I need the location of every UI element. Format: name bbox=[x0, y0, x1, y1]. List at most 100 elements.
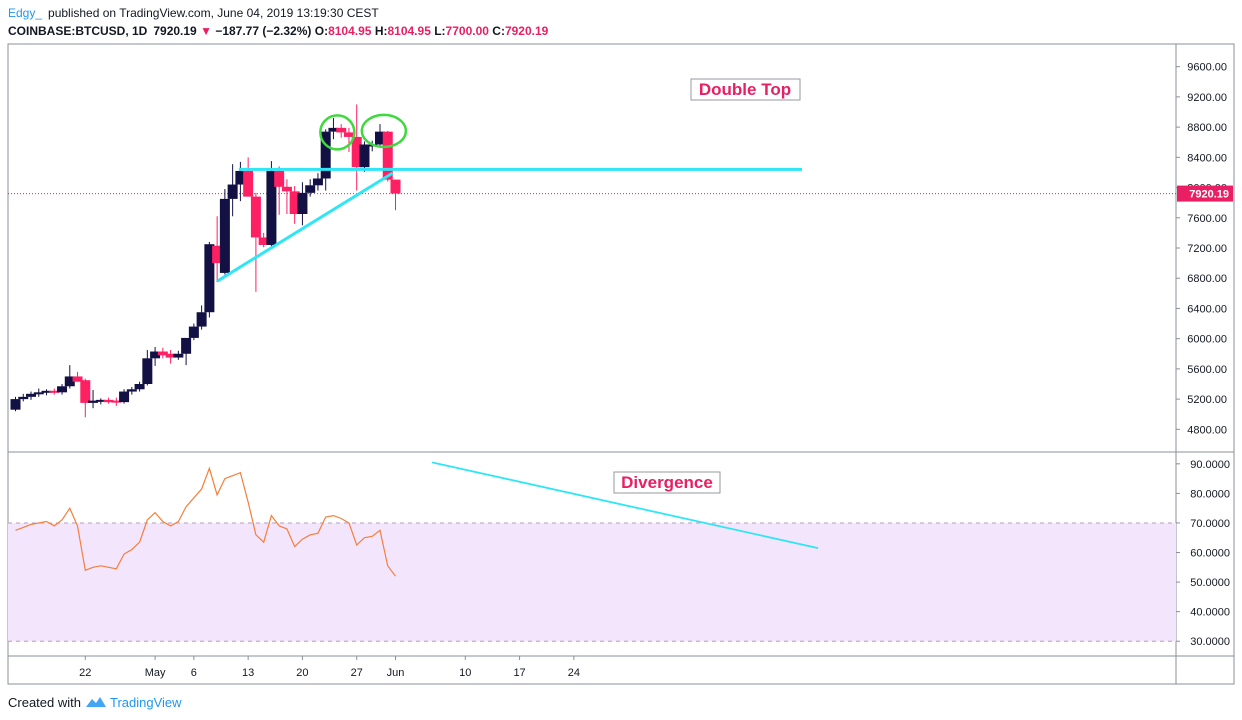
candle-body bbox=[305, 185, 316, 193]
price-tick-label: 9200.00 bbox=[1187, 92, 1227, 104]
candle bbox=[281, 179, 292, 214]
candle bbox=[305, 179, 316, 197]
candle bbox=[72, 371, 83, 382]
candle bbox=[173, 350, 184, 360]
candle bbox=[188, 323, 199, 341]
price-tick-label: 8400.00 bbox=[1187, 152, 1227, 164]
price-tick-label: 5600.00 bbox=[1187, 364, 1227, 376]
rsi-series bbox=[15, 466, 396, 577]
candle-body bbox=[227, 184, 238, 199]
candle bbox=[103, 397, 114, 404]
candle-body bbox=[382, 131, 393, 180]
candle-body bbox=[297, 192, 308, 214]
time-axis[interactable]: 22 May 6 13 20 27 Jun 10 17 24 bbox=[79, 656, 580, 679]
divergence-box bbox=[613, 471, 721, 494]
candle bbox=[157, 347, 168, 359]
candle bbox=[134, 381, 145, 392]
candle bbox=[204, 241, 215, 318]
price-tick-label: 6400.00 bbox=[1187, 303, 1227, 315]
candle bbox=[212, 216, 223, 282]
candle-body bbox=[374, 131, 385, 145]
candle bbox=[165, 350, 176, 364]
candle-body bbox=[289, 191, 300, 214]
rsi-tick-label: 40.0000 bbox=[1190, 607, 1230, 619]
candle-body bbox=[336, 127, 347, 133]
candle bbox=[374, 124, 385, 147]
candle-body bbox=[328, 127, 339, 132]
candle bbox=[88, 390, 99, 409]
candle bbox=[320, 129, 331, 191]
double-top-label: Double Top bbox=[699, 80, 791, 99]
low-label: L: bbox=[434, 24, 446, 38]
candle bbox=[297, 182, 308, 226]
second-top-circle bbox=[360, 113, 408, 149]
candle bbox=[41, 389, 52, 396]
candle-body bbox=[181, 337, 192, 354]
candle-body bbox=[33, 392, 44, 395]
last-price-value: 7920.19 bbox=[153, 24, 197, 38]
candle bbox=[266, 161, 277, 247]
candle bbox=[80, 378, 91, 418]
tradingview-brand[interactable]: TradingView bbox=[110, 695, 182, 710]
price-tick-label: 5200.00 bbox=[1187, 394, 1227, 406]
symbol-label: COINBASE:BTCUSD, 1D bbox=[8, 24, 148, 38]
publish-line: Edgy_ published on TradingView.com, June … bbox=[8, 4, 1228, 22]
candle-body bbox=[134, 384, 145, 390]
candle-body bbox=[165, 353, 176, 358]
candle-body bbox=[49, 390, 60, 393]
candle-body bbox=[266, 170, 277, 245]
last-price-badge bbox=[1177, 185, 1233, 202]
rsi-axis[interactable]: 90.0000 80.0000 70.0000 60.0000 50.0000 40.00… bbox=[1176, 459, 1230, 648]
candle-body bbox=[64, 376, 75, 387]
rsi-line bbox=[15, 466, 396, 577]
candle bbox=[343, 127, 354, 153]
candle bbox=[382, 130, 393, 182]
author-link[interactable]: Edgy_ bbox=[8, 6, 43, 20]
candle-body bbox=[281, 186, 292, 192]
candle-body bbox=[72, 376, 83, 382]
high-label: H: bbox=[374, 24, 388, 38]
rsi-band bbox=[8, 522, 1176, 642]
close-value: 7920.19 bbox=[504, 24, 549, 38]
candle-body bbox=[88, 400, 99, 403]
candle bbox=[289, 186, 300, 224]
chart-header: Edgy_ published on TradingView.com, June … bbox=[8, 4, 1228, 40]
high-value: 8104.95 bbox=[387, 24, 431, 38]
candle-body bbox=[10, 399, 21, 410]
candle-body bbox=[18, 396, 29, 400]
candle bbox=[351, 104, 362, 191]
candle-body bbox=[212, 245, 223, 264]
candle bbox=[359, 141, 370, 172]
candle-body bbox=[274, 170, 285, 187]
time-tick-label: 10 bbox=[459, 667, 471, 679]
close-label: C: bbox=[492, 24, 505, 38]
rsi-tick-label: 80.0000 bbox=[1190, 488, 1230, 500]
candle-body bbox=[157, 351, 168, 356]
candle-body bbox=[351, 136, 362, 168]
candle-body bbox=[390, 179, 401, 194]
double-top-annotation: Double Top bbox=[690, 78, 801, 101]
candle-body bbox=[219, 198, 230, 273]
price-axis[interactable]: 9600.009200.008800.008400.008000.007600.… bbox=[8, 62, 1233, 437]
candle bbox=[312, 173, 323, 191]
candle bbox=[119, 389, 130, 404]
rsi-divergence-line bbox=[431, 461, 819, 549]
candle bbox=[196, 305, 207, 330]
candle bbox=[49, 388, 60, 395]
down-arrow-icon: ▼ bbox=[200, 24, 212, 38]
time-tick-label: 17 bbox=[513, 667, 525, 679]
candle bbox=[243, 157, 254, 197]
rsi-band-fill bbox=[8, 522, 1176, 642]
candle-body bbox=[26, 393, 37, 397]
created-with-text: Created with bbox=[8, 695, 81, 710]
published-text: published on TradingView.com, June 04, 2… bbox=[48, 6, 379, 20]
candle-body bbox=[250, 196, 261, 238]
candle bbox=[227, 164, 238, 217]
tradingview-logo-icon[interactable] bbox=[85, 695, 107, 710]
candle bbox=[181, 337, 192, 366]
price-tick-label: 4800.00 bbox=[1187, 424, 1227, 436]
first-top-circle bbox=[319, 114, 356, 151]
candle-body bbox=[80, 380, 91, 403]
candle-body bbox=[258, 237, 269, 245]
